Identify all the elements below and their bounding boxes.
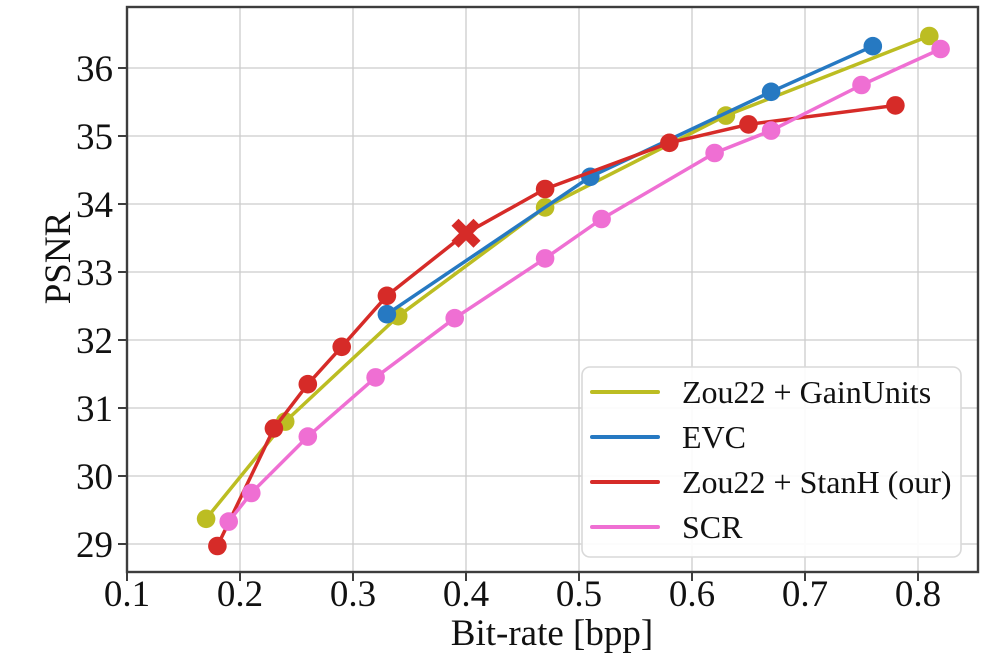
legend: Zou22 + GainUnits EVC Zou22 + StanH (our) S… (581, 366, 962, 558)
x-tick-label: 0.1 (104, 574, 150, 615)
x-axis-title: Bit-rate [bpp] (451, 613, 653, 654)
data-point-evc (863, 36, 883, 56)
data-point-scr (445, 308, 465, 328)
series-line-evc (385, 44, 875, 316)
legend-label-scr: SCR (682, 509, 743, 545)
data-point-zou22-gainunits (196, 509, 216, 529)
axes-layer: 0.1 0.2 0.3 0.4 0.5 0.6 0.7 0.8 29 30 31 32 33 34 35 36 (76, 5, 980, 615)
y-tick-label: 35 (76, 117, 113, 158)
y-tick-label: 29 (76, 525, 113, 566)
data-point-scr (298, 427, 318, 446)
data-point-zou22-stanh-our (332, 337, 352, 357)
data-point-scr (366, 368, 385, 387)
y-axis-title: PSNR (38, 211, 79, 304)
y-tick-label: 36 (76, 49, 113, 90)
data-point-zou22-stanh-our (886, 96, 905, 115)
legend-box (581, 366, 962, 558)
series-layer (196, 26, 950, 556)
data-point-zou22-gainunits (920, 26, 939, 46)
data-point-scr (535, 249, 555, 268)
y-tick-label: 33 (76, 253, 113, 294)
data-point-zou22-stanh-our (264, 419, 284, 438)
x-tick-label: 0.4 (443, 574, 489, 615)
data-point-zou22-stanh-our (377, 286, 397, 306)
x-marker-stroke (451, 218, 481, 248)
x-tick-label: 0.8 (895, 574, 941, 615)
data-point-scr (852, 75, 871, 95)
data-point-zou22-stanh-our (535, 179, 555, 199)
legend-label-zou22-gainunits: Zou22 + GainUnits (682, 374, 931, 410)
x-tick-label: 0.6 (669, 574, 715, 615)
x-tick-label: 0.2 (217, 574, 263, 615)
x-tick-label: 0.5 (556, 574, 602, 615)
legend-label-zou22-stanh-our: Zou22 + StanH (our) (682, 464, 952, 500)
data-point-evc (761, 82, 781, 102)
data-point-scr (219, 512, 238, 531)
y-tick-label: 30 (76, 457, 113, 498)
series-line-zou22-stanh-our (215, 103, 898, 548)
x-tick-label: 0.7 (782, 574, 828, 615)
data-point-scr (592, 209, 611, 229)
data-point-zou22-stanh-our (208, 536, 227, 556)
y-tick-label: 32 (76, 321, 113, 362)
highlight-x-marker-zou22-stanh-our (451, 218, 481, 248)
data-point-scr (242, 483, 261, 503)
x-tick-label: 0.3 (330, 574, 376, 615)
legend-label-evc: EVC (682, 419, 746, 455)
data-point-evc (377, 304, 397, 324)
y-tick-label: 34 (76, 185, 113, 226)
data-point-scr (761, 121, 781, 140)
data-point-scr (931, 39, 950, 59)
data-point-zou22-stanh-our (298, 374, 318, 394)
series-line-zou22-gainunits (204, 34, 932, 521)
y-tick-label: 31 (76, 389, 113, 430)
data-point-zou22-stanh-our (660, 133, 679, 153)
plot-border (125, 5, 980, 574)
data-point-zou22-stanh-our (739, 115, 758, 134)
data-point-scr (705, 143, 724, 163)
